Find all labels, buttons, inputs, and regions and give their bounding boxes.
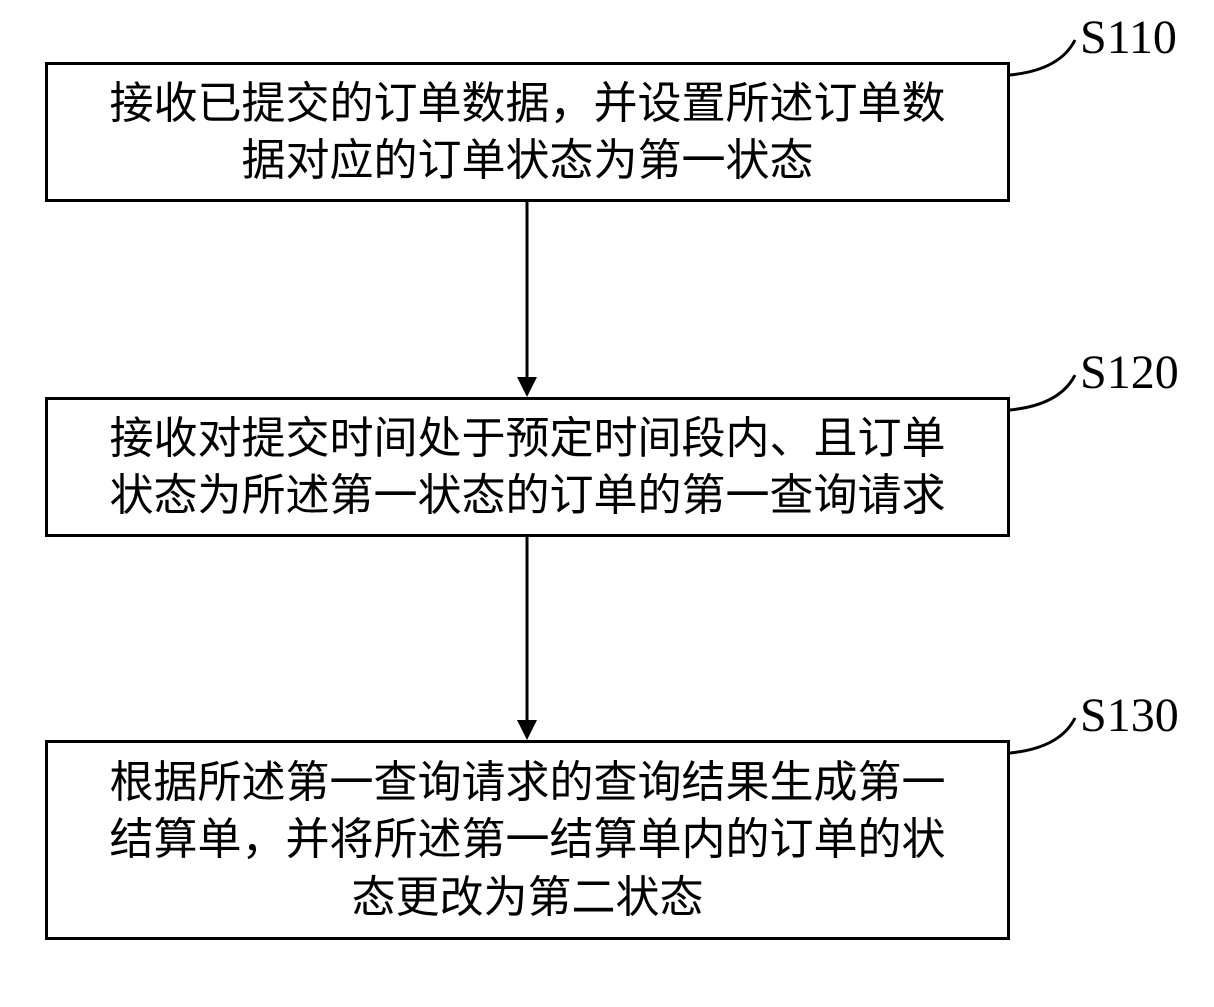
step-label-s130: S130 [1080, 688, 1179, 743]
connector-curve-s130 [0, 0, 1214, 1007]
flowchart-canvas: 接收已提交的订单数据，并设置所述订单数 据对应的订单状态为第一状态 S110 接… [0, 0, 1214, 1007]
